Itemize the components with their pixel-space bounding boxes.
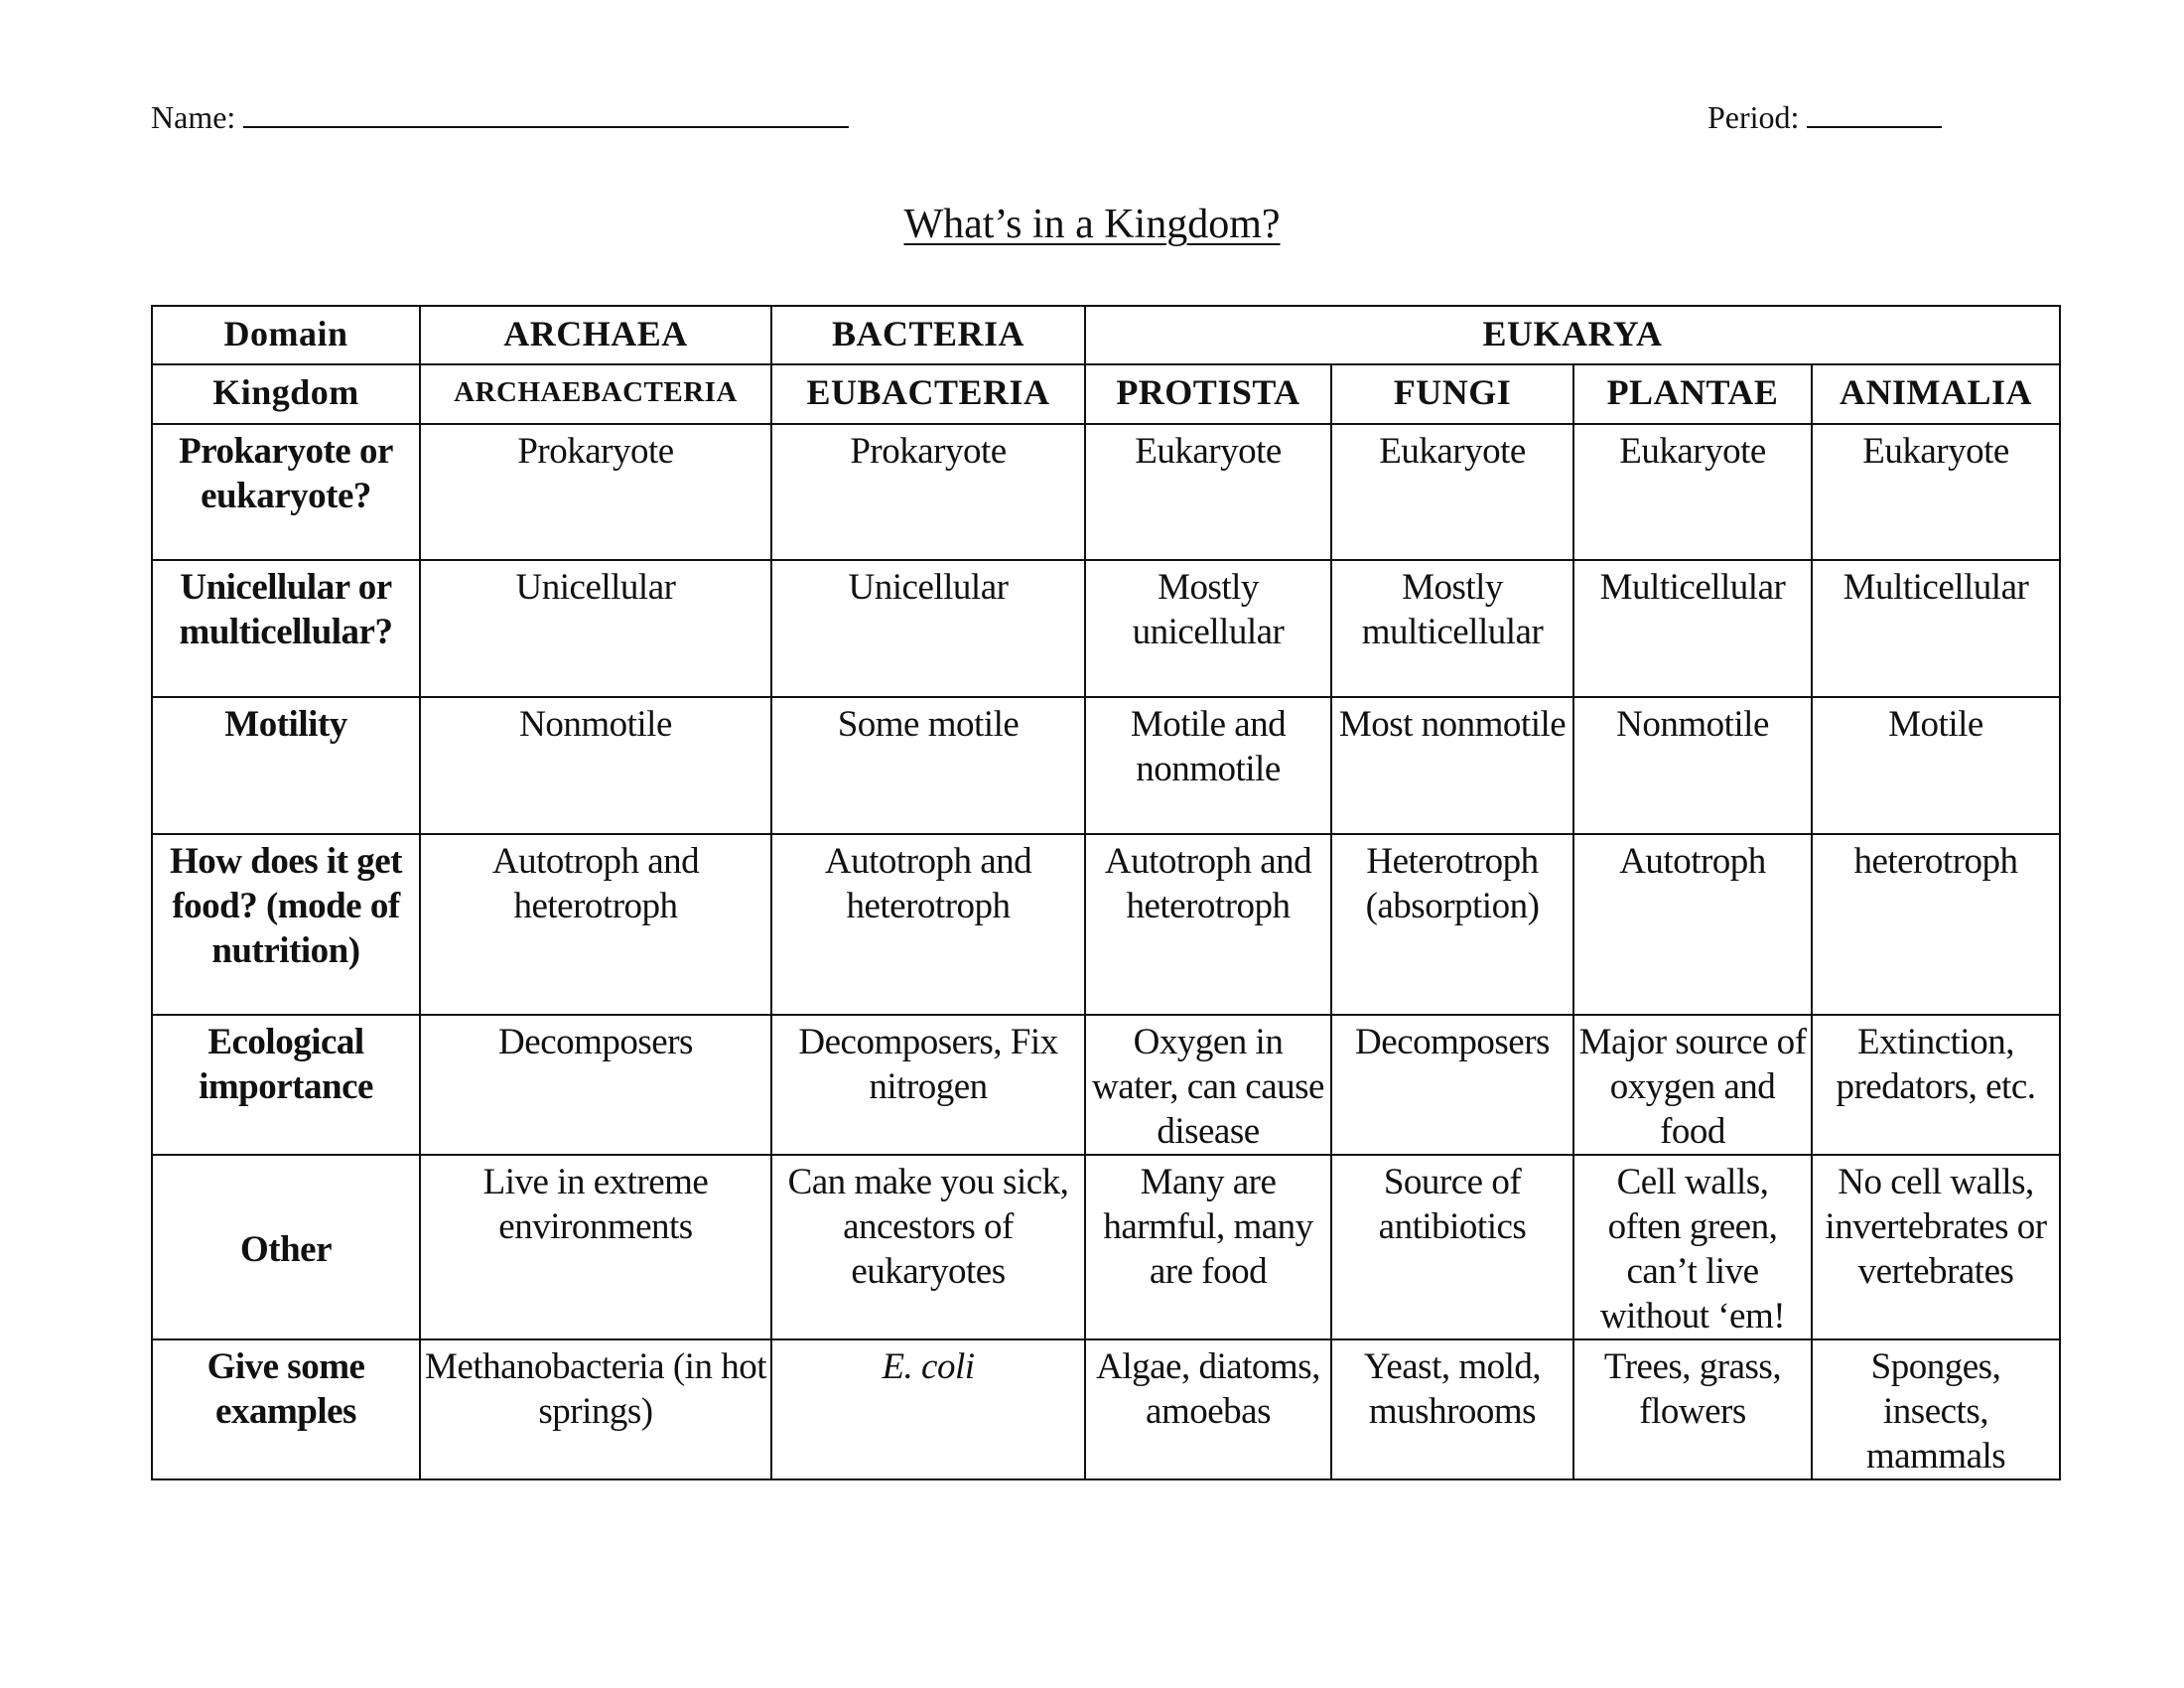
table-cell: Extinction, predators, etc. — [1811, 1014, 2061, 1156]
kingdom-animalia: ANIMALIA — [1811, 363, 2061, 425]
table-cell: Eukaryote — [1084, 423, 1332, 561]
table-cell: Heterotroph (absorption) — [1330, 833, 1574, 1016]
table-cell: Unicellular — [419, 559, 772, 698]
domain-archaea: ARCHAEA — [419, 305, 772, 365]
table-cell: Major source of oxygen and food — [1572, 1014, 1813, 1156]
table-cell: Most nonmotile — [1330, 696, 1574, 835]
kingdom-protista: PROTISTA — [1084, 363, 1332, 425]
table-cell: Mostly unicellular — [1084, 559, 1332, 698]
table-row: Ecological importance Decomposers Decompos… — [151, 1014, 2061, 1156]
name-blank[interactable] — [243, 100, 850, 128]
row-header: Ecological importance — [151, 1014, 421, 1156]
period-field[interactable]: Period: — [1707, 99, 1943, 136]
table-cell: Multicellular — [1572, 559, 1813, 698]
name-field[interactable]: Name: — [151, 99, 850, 136]
domain-eukarya: EUKARYA — [1084, 305, 2061, 365]
table-cell: No cell walls, invertebrates or vertebra… — [1811, 1154, 2061, 1340]
table-cell: Yeast, mold, mushrooms — [1330, 1338, 1574, 1480]
table-cell: Decomposers — [419, 1014, 772, 1156]
table-cell: Methanobacteria (in hot springs) — [419, 1338, 772, 1480]
table-cell: Some motile — [770, 696, 1086, 835]
kingdom-eubacteria: EUBACTERIA — [770, 363, 1086, 425]
table-row: Motility Nonmotile Some motile Motile and n… — [151, 696, 2061, 835]
table-row: Prokaryote or eukaryote? Prokaryote Prokar… — [151, 423, 2061, 561]
table-cell: Eukaryote — [1330, 423, 1574, 561]
name-label: Name: — [151, 99, 236, 135]
table-cell: Eukaryote — [1811, 423, 2061, 561]
table-row: Give some examples Methanobacteria (in ho… — [151, 1338, 2061, 1480]
page-title: What’s in a Kingdom? — [903, 202, 1281, 247]
kingdom-table: Domain ARCHAEA BACTERIA EUKARYA Kingdom ARCHA… — [151, 305, 2061, 1480]
table-cell: E. coli — [770, 1338, 1086, 1480]
row-header: Prokaryote or eukaryote? — [151, 423, 421, 561]
table-cell: Algae, diatoms, amoebas — [1084, 1338, 1332, 1480]
row-header: Unicellular or multicellular? — [151, 559, 421, 698]
table-cell: Decomposers, Fix nitrogen — [770, 1014, 1086, 1156]
kingdom-plantae: PLANTAE — [1572, 363, 1813, 425]
table-row: How does it get food? (mode of nutrition… — [151, 833, 2061, 1016]
table-cell: Mostly multicellular — [1330, 559, 1574, 698]
row-header: Other — [151, 1154, 421, 1340]
row-header: How does it get food? (mode of nutrition… — [151, 833, 421, 1016]
table-cell: Oxygen in water, can cause disease — [1084, 1014, 1332, 1156]
period-label: Period: — [1707, 99, 1800, 135]
table-cell: Prokaryote — [770, 423, 1086, 561]
table-cell: Decomposers — [1330, 1014, 1574, 1156]
period-blank[interactable] — [1807, 100, 1943, 128]
table-cell: Unicellular — [770, 559, 1086, 698]
table-cell: Motile — [1811, 696, 2061, 835]
table-row: Unicellular or multicellular? Unicellular… — [151, 559, 2061, 698]
kingdom-archaebacteria: ARCHAEBACTERIA — [419, 363, 772, 425]
table-cell: Autotroph and heterotroph — [770, 833, 1086, 1016]
table-cell: Multicellular — [1811, 559, 2061, 698]
domain-bacteria: BACTERIA — [770, 305, 1086, 365]
table-cell: Nonmotile — [1572, 696, 1813, 835]
table-cell: Trees, grass, flowers — [1572, 1338, 1813, 1480]
kingdom-fungi: FUNGI — [1330, 363, 1574, 425]
table-row: Other Live in extreme environments Can mak… — [151, 1154, 2061, 1340]
table-cell: Autotroph and heterotroph — [1084, 833, 1332, 1016]
row-header: Give some examples — [151, 1338, 421, 1480]
table-cell: Sponges, insects, mammals — [1811, 1338, 2061, 1480]
table-cell: Autotroph — [1572, 833, 1813, 1016]
kingdom-row: Kingdom ARCHAEBACTERIA EUBACTERIA PROTISTA F… — [151, 363, 2061, 425]
row-header: Motility — [151, 696, 421, 835]
row-header-domain: Domain — [151, 305, 421, 365]
table-cell: Live in extreme environments — [419, 1154, 772, 1340]
table-cell: Can make you sick, ancestors of eukaryot… — [770, 1154, 1086, 1340]
domain-row: Domain ARCHAEA BACTERIA EUKARYA — [151, 305, 2061, 365]
table-cell: Cell walls, often green, can’t live with… — [1572, 1154, 1813, 1340]
table-cell: Eukaryote — [1572, 423, 1813, 561]
table-cell: Autotroph and heterotroph — [419, 833, 772, 1016]
row-header-kingdom: Kingdom — [151, 363, 421, 425]
table-cell: Many are harmful, many are food — [1084, 1154, 1332, 1340]
table-cell: Nonmotile — [419, 696, 772, 835]
table-cell: Source of antibiotics — [1330, 1154, 1574, 1340]
table-cell: heterotroph — [1811, 833, 2061, 1016]
table-cell: Motile and nonmotile — [1084, 696, 1332, 835]
table-cell: Prokaryote — [419, 423, 772, 561]
